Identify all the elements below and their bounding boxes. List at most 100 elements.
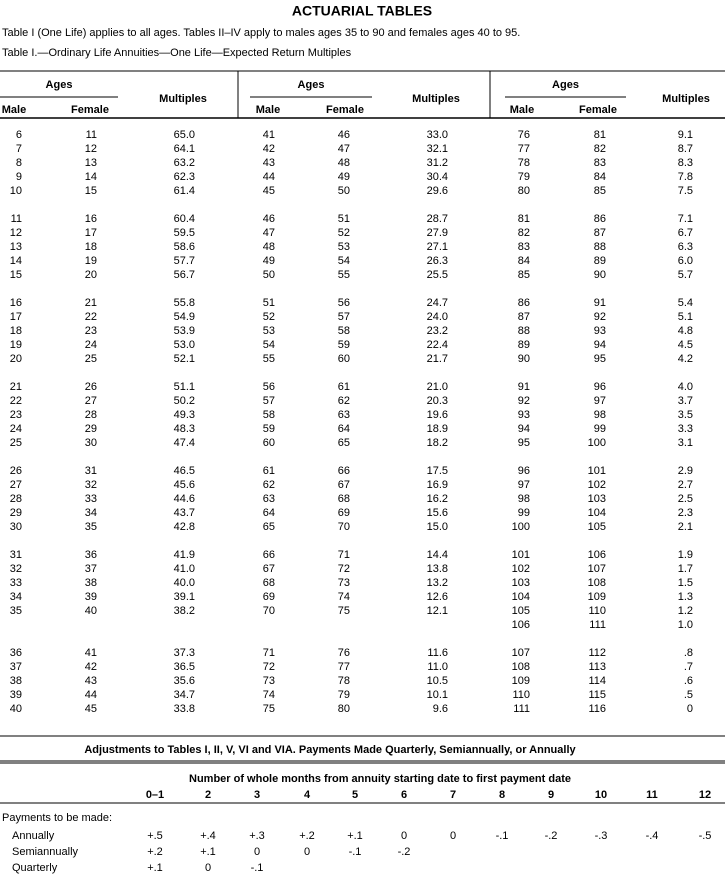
female-age: 36 xyxy=(85,549,97,561)
male-age: 72 xyxy=(263,661,275,673)
multiple: 61.4 xyxy=(174,185,195,197)
month-column: 2 xyxy=(205,789,211,801)
multiple: 53.9 xyxy=(174,325,195,337)
male-age: 89 xyxy=(518,339,530,351)
multiple: 3.1 xyxy=(678,437,693,449)
female-age: 115 xyxy=(588,689,606,701)
multiple: 24.0 xyxy=(427,311,448,323)
month-column: 0–1 xyxy=(146,789,164,801)
multiple: 7.5 xyxy=(678,185,693,197)
male-age: 24 xyxy=(10,423,22,435)
female-age: 12 xyxy=(85,143,97,155)
multiple: 58.6 xyxy=(174,241,195,253)
female-age: 44 xyxy=(85,689,97,701)
adjustment: -.2 xyxy=(545,830,558,842)
multiple: 33.8 xyxy=(174,703,195,715)
multiple: 2.5 xyxy=(678,493,693,505)
male-age: 92 xyxy=(518,395,530,407)
female-age: 54 xyxy=(338,255,350,267)
female-age: 56 xyxy=(338,297,350,309)
female-age: 19 xyxy=(85,255,97,267)
male-age: 110 xyxy=(512,689,530,701)
male-age: 42 xyxy=(263,143,275,155)
multiple: 6.7 xyxy=(678,227,693,239)
adjustment: 0 xyxy=(205,862,211,874)
multiple: 7.8 xyxy=(678,171,693,183)
male-age: 27 xyxy=(10,479,22,491)
multiple: 13.8 xyxy=(427,563,448,575)
multiple: 42.8 xyxy=(174,521,195,533)
multiple: 21.0 xyxy=(427,381,448,393)
male-age: 109 xyxy=(512,675,530,687)
female-age: 96 xyxy=(594,381,606,393)
multiple: 0 xyxy=(687,703,693,715)
male-age: 95 xyxy=(518,437,530,449)
adjustment: -.1 xyxy=(496,830,509,842)
page-title: ACTUARIAL TABLES xyxy=(292,3,432,19)
adjustment: 0 xyxy=(304,846,310,858)
multiple: 40.0 xyxy=(174,577,195,589)
male-age: 100 xyxy=(512,521,530,533)
male-age: 91 xyxy=(518,381,530,393)
multiple: 35.6 xyxy=(174,675,195,687)
male-age: 101 xyxy=(512,549,530,561)
multiple: 64.1 xyxy=(174,143,195,155)
multiple: 54.9 xyxy=(174,311,195,323)
female-age: 73 xyxy=(338,577,350,589)
multiple: 27.9 xyxy=(427,227,448,239)
male-age: 35 xyxy=(10,605,22,617)
multiple: .5 xyxy=(684,689,693,701)
month-column: 8 xyxy=(499,789,505,801)
male-age: 75 xyxy=(263,703,275,715)
adjustment: 0 xyxy=(450,830,456,842)
multiple: 17.5 xyxy=(427,465,448,477)
female-age: 22 xyxy=(85,311,97,323)
female-age: 50 xyxy=(338,185,350,197)
male-age: 66 xyxy=(263,549,275,561)
male-age: 62 xyxy=(263,479,275,491)
multiple: 1.0 xyxy=(678,619,693,631)
female-age: 45 xyxy=(85,703,97,715)
male-age: 64 xyxy=(263,507,275,519)
male-age: 81 xyxy=(518,213,530,225)
female-age: 23 xyxy=(85,325,97,337)
female-age: 94 xyxy=(594,339,606,351)
male-age: 28 xyxy=(10,493,22,505)
female-age: 47 xyxy=(338,143,350,155)
female-age: 74 xyxy=(338,591,350,603)
female-age: 98 xyxy=(594,409,606,421)
female-age: 57 xyxy=(338,311,350,323)
female-age: 29 xyxy=(85,423,97,435)
adjustment: +.1 xyxy=(147,862,163,874)
female-age: 26 xyxy=(85,381,97,393)
male-age: 96 xyxy=(518,465,530,477)
adjustment: -.1 xyxy=(251,862,264,874)
male-age: 79 xyxy=(518,171,530,183)
male-age: 69 xyxy=(263,591,275,603)
multiple: 6.0 xyxy=(678,255,693,267)
female-age: 62 xyxy=(338,395,350,407)
male-age: 38 xyxy=(10,675,22,687)
female-age: 87 xyxy=(594,227,606,239)
male-age: 32 xyxy=(10,563,22,575)
multiple: 9.6 xyxy=(433,703,448,715)
male-age: 73 xyxy=(263,675,275,687)
female-age: 28 xyxy=(85,409,97,421)
multiple: 39.1 xyxy=(174,591,195,603)
multiple: 65.0 xyxy=(174,129,195,141)
multiple: 8.3 xyxy=(678,157,693,169)
female-age: 101 xyxy=(588,465,606,477)
male-age: 68 xyxy=(263,577,275,589)
adjustment: -.3 xyxy=(595,830,608,842)
male-age: 63 xyxy=(263,493,275,505)
multiple: 1.7 xyxy=(678,563,693,575)
multiple: 10.5 xyxy=(427,675,448,687)
male-age: 88 xyxy=(518,325,530,337)
female-age: 100 xyxy=(588,437,606,449)
female-age: 30 xyxy=(85,437,97,449)
multiple: 1.9 xyxy=(678,549,693,561)
female-age: 86 xyxy=(594,213,606,225)
multiple: 18.2 xyxy=(427,437,448,449)
male-age: 103 xyxy=(512,577,530,589)
female-age: 67 xyxy=(338,479,350,491)
